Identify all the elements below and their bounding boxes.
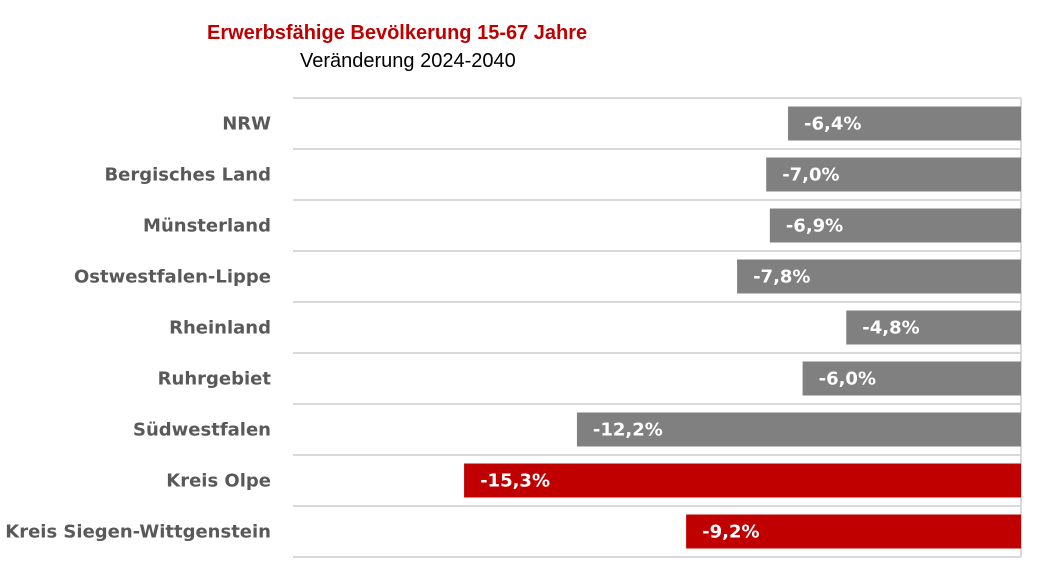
category-label: NRW bbox=[222, 114, 271, 135]
data-label: -7,8% bbox=[753, 267, 810, 288]
bar-4 bbox=[846, 310, 1021, 345]
data-label: -12,2% bbox=[593, 420, 663, 441]
category-label: Südwestfalen bbox=[133, 420, 271, 441]
bar-7 bbox=[464, 463, 1022, 498]
category-label: Kreis Olpe bbox=[166, 471, 271, 492]
data-label: -15,3% bbox=[480, 471, 550, 492]
bar-1 bbox=[766, 157, 1021, 192]
data-label: -7,0% bbox=[782, 165, 839, 186]
chart-subtitle: Veränderung 2024-2040 bbox=[300, 50, 516, 72]
category-label: Bergisches Land bbox=[104, 165, 271, 186]
chart-title: Erwerbsfähige Bevölkerung 15-67 Jahre bbox=[207, 22, 588, 44]
bar-0 bbox=[788, 106, 1021, 141]
category-label: Ruhrgebiet bbox=[158, 369, 272, 390]
category-label: Rheinland bbox=[169, 318, 271, 339]
bar-8 bbox=[686, 514, 1021, 549]
category-label: Kreis Siegen-Wittgenstein bbox=[5, 522, 271, 543]
category-label: Ostwestfalen-Lippe bbox=[74, 267, 271, 288]
data-label: -6,9% bbox=[786, 216, 843, 237]
data-label: -4,8% bbox=[862, 318, 919, 339]
bar-3 bbox=[737, 259, 1021, 294]
bar-5 bbox=[802, 361, 1021, 396]
bar-6 bbox=[576, 412, 1021, 447]
data-label: -9,2% bbox=[702, 522, 759, 543]
category-label: Münsterland bbox=[143, 216, 271, 237]
data-label: -6,0% bbox=[819, 369, 876, 390]
bar-2 bbox=[769, 208, 1021, 243]
data-label: -6,4% bbox=[804, 114, 861, 135]
